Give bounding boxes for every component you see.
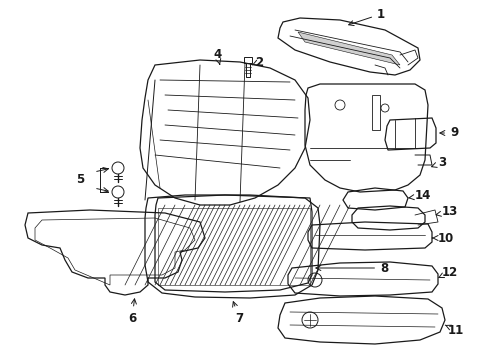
Text: 12: 12 [438,265,457,279]
Text: 8: 8 [315,261,387,274]
Text: 5: 5 [76,174,84,186]
Text: 14: 14 [408,189,430,202]
Text: 3: 3 [431,157,445,170]
Text: 6: 6 [128,299,136,324]
Text: 1: 1 [348,8,385,26]
Text: 7: 7 [232,302,243,324]
Text: 11: 11 [444,324,463,337]
Text: 10: 10 [431,231,453,244]
Text: 13: 13 [435,206,457,219]
Text: 2: 2 [252,55,263,68]
Text: 9: 9 [439,126,457,139]
Polygon shape [297,32,399,65]
Text: 4: 4 [213,49,221,64]
